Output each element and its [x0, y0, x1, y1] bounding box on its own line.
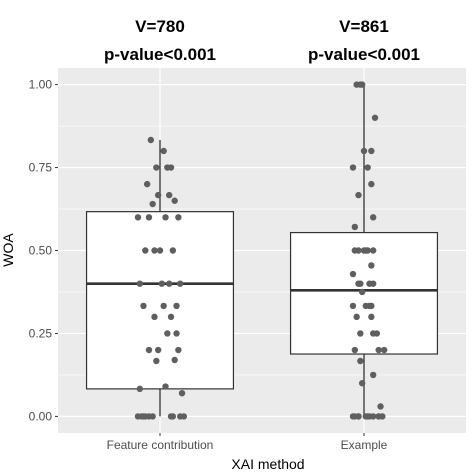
data-point: [171, 356, 178, 364]
data-point: [164, 330, 171, 337]
data-point: [366, 302, 373, 310]
data-point: [162, 214, 169, 221]
data-point: [175, 346, 182, 354]
data-point: [136, 385, 144, 393]
data-point: [178, 389, 186, 397]
data-point: [349, 164, 357, 171]
data-point: [351, 346, 359, 354]
data-point: [169, 247, 177, 254]
data-point: [165, 280, 173, 287]
data-point: [362, 413, 370, 420]
data-point: [158, 280, 166, 287]
data-point: [151, 247, 158, 254]
data-point: [368, 180, 375, 188]
data-point: [368, 147, 375, 155]
data-point: [149, 200, 156, 208]
data-point: [140, 413, 147, 420]
data-point: [364, 164, 371, 171]
data-point: [167, 313, 175, 321]
data-point: [154, 346, 162, 354]
data-point: [136, 280, 144, 287]
y-tick-label: 1.00: [29, 78, 53, 92]
data-point: [369, 247, 377, 254]
data-point: [154, 191, 162, 199]
data-point: [358, 81, 366, 88]
p-value-label: p-value<0.001: [308, 45, 420, 64]
data-point: [375, 413, 382, 420]
data-point: [377, 403, 384, 410]
data-point: [173, 330, 180, 337]
data-point: [351, 413, 359, 420]
data-point: [176, 280, 184, 287]
data-point: [145, 346, 153, 354]
data-point: [160, 302, 167, 310]
data-point: [368, 262, 375, 269]
x-tick-labels: Feature contribution Example: [107, 433, 388, 452]
data-point: [380, 346, 388, 354]
data-point: [145, 214, 153, 221]
data-point: [375, 346, 382, 354]
statistic-label: V=861: [339, 17, 389, 36]
data-point: [364, 247, 371, 254]
y-tick-label: 0.00: [29, 409, 53, 423]
data-point: [143, 180, 151, 188]
data-point: [349, 302, 357, 310]
data-point: [162, 383, 169, 390]
p-value-label: p-value<0.001: [104, 45, 216, 64]
data-point: [368, 313, 375, 321]
data-point: [156, 247, 164, 254]
data-point: [175, 214, 182, 221]
data-point: [171, 197, 178, 204]
data-point: [351, 223, 359, 231]
x-axis-label: XAI method: [231, 456, 304, 472]
data-point: [351, 247, 359, 254]
x-tick-label: Example: [341, 438, 388, 452]
data-point: [142, 247, 149, 254]
data-point: [369, 214, 377, 221]
statistic-label: V=780: [135, 17, 185, 36]
iqr-box: [85, 211, 235, 390]
y-tick-label: 0.25: [29, 326, 53, 340]
data-point: [165, 191, 173, 199]
y-tick-labels: 0.00 0.25 0.50 0.75 1.00: [29, 78, 58, 423]
jitter-points: [134, 81, 388, 420]
y-tick-label: 0.75: [29, 161, 53, 175]
data-point: [353, 313, 360, 321]
data-point: [360, 147, 368, 155]
data-point: [140, 302, 147, 310]
data-point: [369, 280, 377, 287]
data-point: [358, 288, 366, 296]
data-point: [134, 214, 142, 221]
data-point: [369, 371, 377, 379]
data-point: [153, 357, 160, 365]
data-point: [357, 357, 364, 365]
data-point: [358, 380, 366, 387]
data-point: [357, 330, 364, 337]
data-point: [151, 313, 158, 321]
data-point: [160, 147, 167, 155]
y-axis-label: WOA: [0, 233, 16, 267]
y-tick-label: 0.50: [29, 244, 53, 258]
data-point: [164, 164, 171, 171]
data-point: [176, 413, 184, 420]
data-point: [355, 191, 362, 199]
annotations: V=780 p-value<0.001 V=861 p-value<0.001: [104, 17, 420, 64]
data-point: [153, 164, 160, 171]
data-point: [169, 413, 177, 420]
data-point: [369, 330, 377, 337]
data-point: [147, 136, 155, 144]
data-point: [371, 114, 379, 121]
data-point: [134, 413, 142, 420]
x-tick-label: Feature contribution: [107, 438, 214, 452]
data-point: [355, 280, 362, 287]
data-point: [145, 413, 153, 420]
data-point: [349, 270, 357, 278]
data-point: [173, 302, 180, 310]
